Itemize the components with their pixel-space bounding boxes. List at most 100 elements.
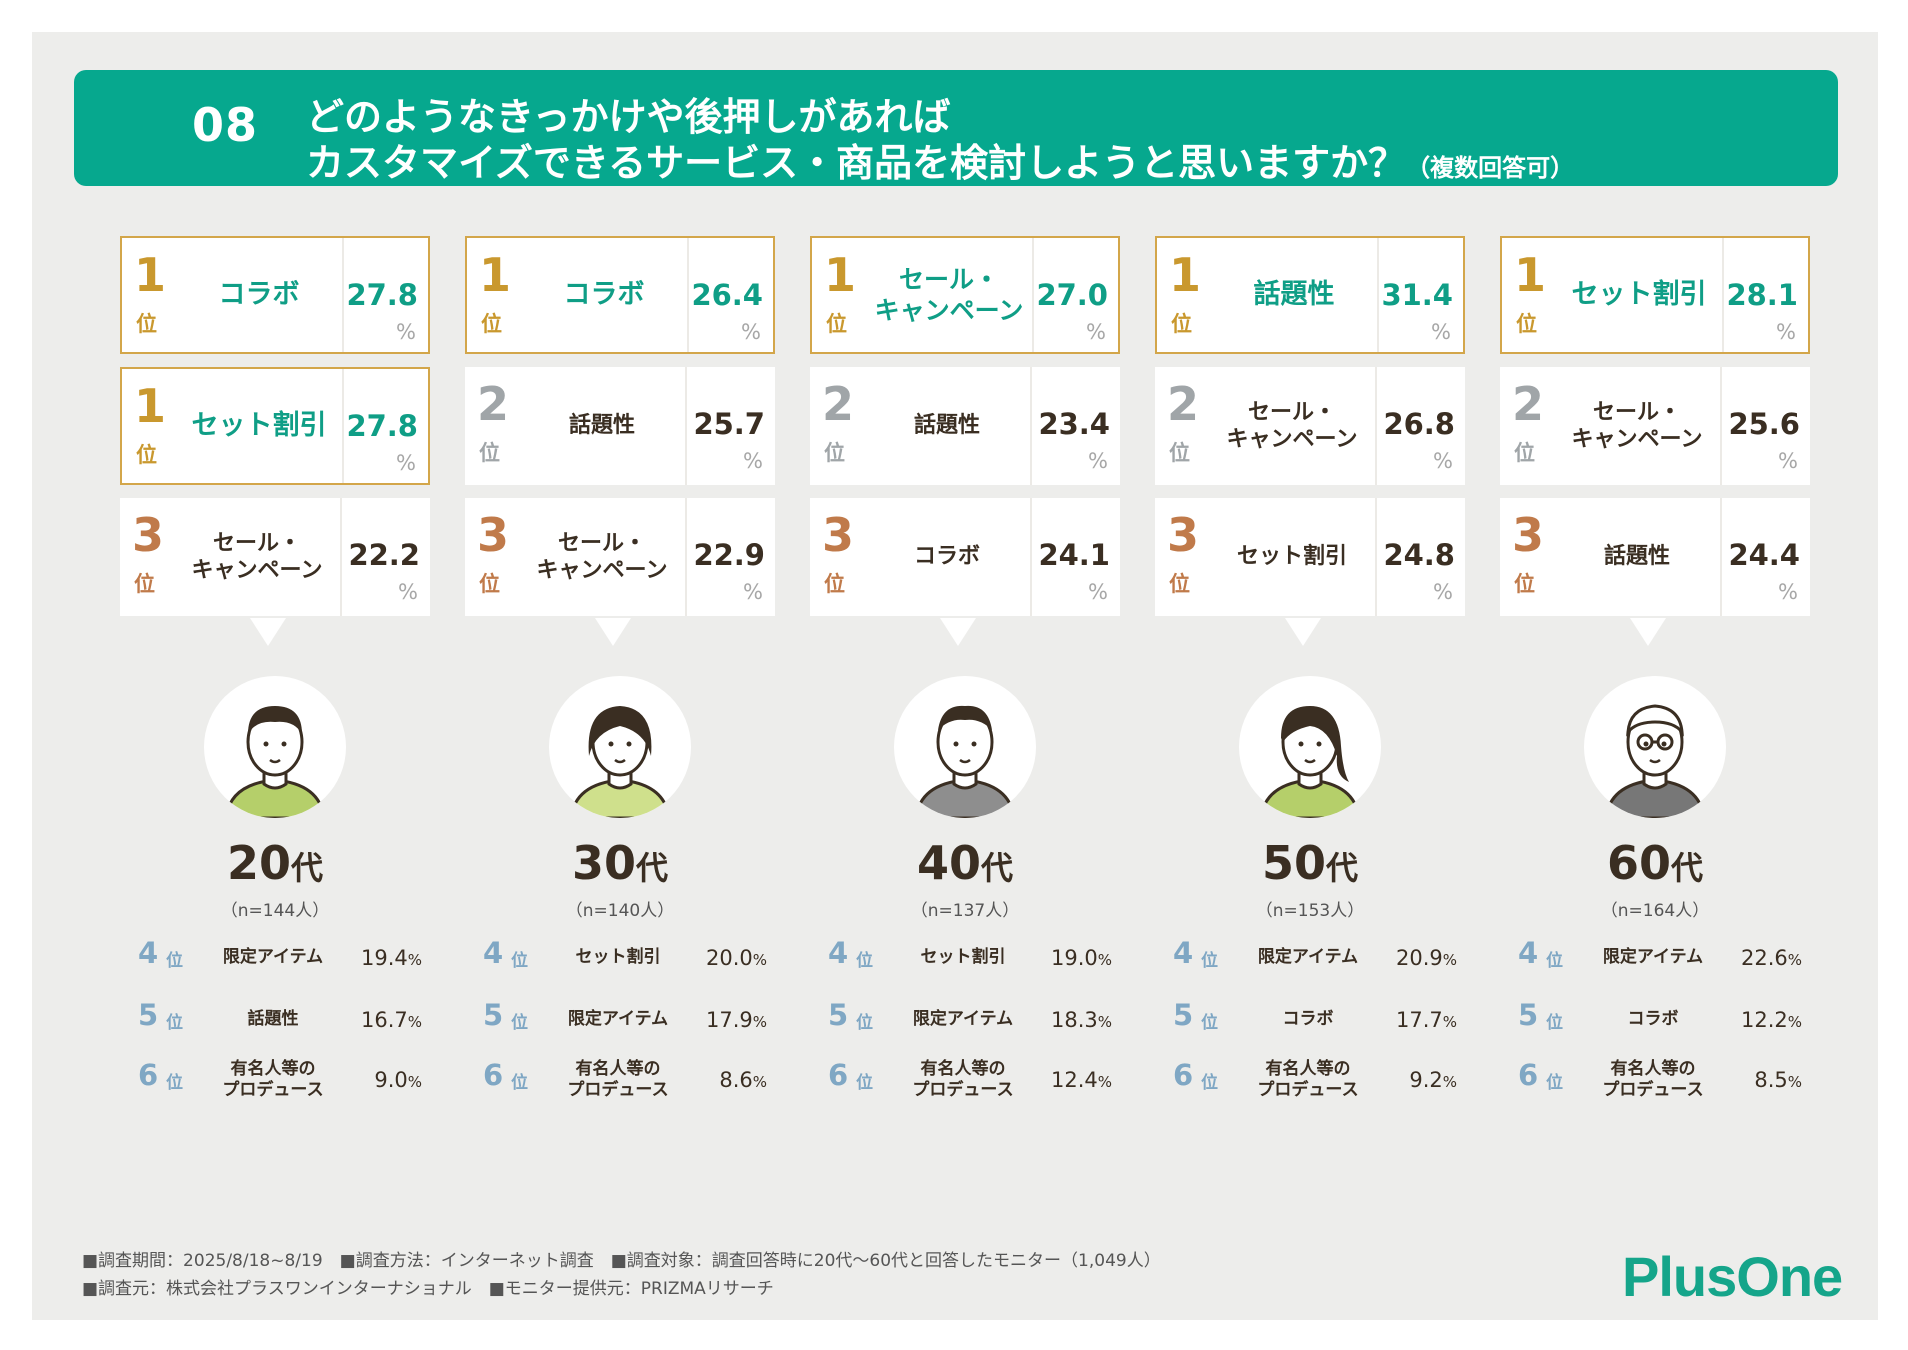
rank-number: 3 xyxy=(1512,508,1545,562)
sample-size: （n=140人） xyxy=(565,901,675,921)
rank-value: 26.8 xyxy=(1383,407,1455,441)
lower-rank-row: 5 位 コラボ 12.2% xyxy=(1512,998,1812,1042)
rank-label: 位 xyxy=(166,951,183,971)
rank-card: 3 位 セール・ キャンペーン 22.2% xyxy=(120,498,430,616)
percent-unit: % xyxy=(1097,1073,1112,1091)
rank-value: 28.1 xyxy=(1726,278,1798,312)
rank-item: セール・ キャンペーン xyxy=(191,530,323,584)
percent-unit: % xyxy=(1442,951,1457,969)
percent-unit: % xyxy=(1776,320,1796,344)
rank-number: 2 xyxy=(1167,377,1200,431)
rank-divider xyxy=(1032,238,1034,352)
rank-divider xyxy=(1720,498,1722,616)
rank-card: 2 位 セール・ キャンペーン 25.6% xyxy=(1500,367,1810,485)
footer-survey-info: ■調査期間：2025/8/18~8/19 ■調査方法：インターネット調査 ■調査… xyxy=(82,1251,1161,1271)
age-suffix: 代 xyxy=(291,849,324,887)
rank-label: 位 xyxy=(1201,1013,1218,1033)
rank-card: 1 位 セール・ キャンペーン 27.0% xyxy=(810,236,1120,354)
rank-divider xyxy=(685,367,687,485)
sample-size: （n=164人） xyxy=(1600,901,1710,921)
rank-item: 話題性 xyxy=(1253,279,1335,311)
lower-rank-row: 5 位 限定アイテム 17.9% xyxy=(477,998,777,1042)
age-suffix: 代 xyxy=(1671,849,1704,887)
rank-item: コラボ xyxy=(563,279,645,311)
rank-item: コラボ xyxy=(1282,1009,1334,1030)
rank-number: 1 xyxy=(479,248,512,302)
rank-item: コラボ xyxy=(913,544,980,570)
rank-value: 17.7% xyxy=(1396,1008,1457,1032)
value-number: 20.9 xyxy=(1395,946,1443,970)
avatar-woman-icon xyxy=(549,676,691,818)
rank-item: 有名人等の プロデュース xyxy=(912,1058,1014,1100)
lower-rank-row: 5 位 コラボ 17.7% xyxy=(1167,998,1467,1042)
percent-unit: % xyxy=(1787,1013,1802,1031)
rank-number: 6 xyxy=(1173,1058,1194,1092)
speech-pointer xyxy=(1285,618,1321,646)
rank-value: 9.0% xyxy=(374,1068,422,1092)
rank-label: 位 xyxy=(856,1013,873,1033)
rank-card: 1 位 セット割引 27.8% xyxy=(120,367,430,485)
lower-rank-row: 4 位 セット割引 20.0% xyxy=(477,936,777,980)
rank-item: 有名人等の プロデュース xyxy=(222,1058,324,1100)
rank-value: 27.8 xyxy=(346,409,418,443)
rank-divider xyxy=(340,498,342,616)
rank-label: 位 xyxy=(1546,1073,1563,1093)
rank-label: 位 xyxy=(856,951,873,971)
rank-value: 8.5% xyxy=(1754,1068,1802,1092)
age-column-30: 1 位コラボ 26.4% 2 位話題性 25.7% 3 位セール・ キャンペーン 22.9% 30… xyxy=(465,236,775,1136)
rank-label: 位 xyxy=(136,312,157,336)
rank-number: 4 xyxy=(138,936,159,970)
lower-rank-row: 6 位 有名人等の プロデュース 9.2% xyxy=(1167,1058,1467,1102)
rank-item: 限定アイテム xyxy=(912,1009,1014,1030)
rank-card: 3 位 話題性 24.4% xyxy=(1500,498,1810,616)
rank-label: 位 xyxy=(1546,1013,1563,1033)
percent-unit: % xyxy=(1088,449,1108,473)
age-column-60: 1 位セット割引 28.1% 2 位セール・ キャンペーン 25.6% 3 位話題性 24.4%… xyxy=(1500,236,1810,1136)
question-header: 08 どのようなきっかけや後押しがあれば カスタマイズできるサービス・商品を検討… xyxy=(74,70,1838,186)
rank-value: 22.2 xyxy=(348,538,420,572)
rank-number: 6 xyxy=(483,1058,504,1092)
rank-item: セット割引 xyxy=(1236,544,1347,570)
age-suffix: 代 xyxy=(981,849,1014,887)
question-line-2: カスタマイズできるサービス・商品を検討しようと思いますか？（複数回答可） xyxy=(306,132,1574,187)
rank-number: 1 xyxy=(134,248,167,302)
value-number: 17.9 xyxy=(705,1008,753,1032)
rank-item: 話題性 xyxy=(568,413,635,439)
rank-item: セール・ キャンペーン xyxy=(1571,399,1703,453)
lower-rank-row: 6 位 有名人等の プロデュース 8.5% xyxy=(1512,1058,1812,1102)
rank-value: 12.2% xyxy=(1741,1008,1802,1032)
lower-rank-row: 6 位 有名人等の プロデュース 9.0% xyxy=(132,1058,432,1102)
footer-survey-source: ■調査元：株式会社プラスワンインターナショナル ■モニター提供元：PRIZMAリ… xyxy=(82,1279,774,1299)
rank-number: 3 xyxy=(132,508,165,562)
rank-number: 2 xyxy=(822,377,855,431)
percent-unit: % xyxy=(1097,951,1112,969)
age-group-label: 40代 xyxy=(810,836,1120,890)
rank-number: 5 xyxy=(1518,998,1539,1032)
rank-label: 位 xyxy=(856,1073,873,1093)
rank-item: 有名人等の プロデュース xyxy=(1602,1058,1704,1100)
rank-value: 24.1 xyxy=(1038,538,1110,572)
rank-label: 位 xyxy=(511,951,528,971)
rank-label: 位 xyxy=(1514,441,1535,465)
rank-number: 5 xyxy=(828,998,849,1032)
percent-unit: % xyxy=(396,451,416,475)
rank-label: 位 xyxy=(826,312,847,336)
value-number: 12.2 xyxy=(1740,1008,1788,1032)
rank-value: 17.9% xyxy=(706,1008,767,1032)
percent-unit: % xyxy=(743,449,763,473)
rank-number: 4 xyxy=(828,936,849,970)
value-number: 20.0 xyxy=(705,946,753,970)
question-text-2: カスタマイズできるサービス・商品を検討しようと思いますか？ xyxy=(306,141,1407,185)
rank-value: 23.4 xyxy=(1038,407,1110,441)
percent-unit: % xyxy=(396,320,416,344)
rank-item: コラボ xyxy=(218,279,300,311)
question-note: （複数回答可） xyxy=(1406,154,1575,182)
age-column-20: 1 位コラボ 27.8% 1 位セット割引 27.8% 3 位セール・ キャンペーン 22.2%… xyxy=(120,236,430,1136)
lower-rank-row: 6 位 有名人等の プロデュース 8.6% xyxy=(477,1058,777,1102)
percent-unit: % xyxy=(1442,1013,1457,1031)
age-column-40: 1 位セール・ キャンペーン 27.0% 2 位話題性 23.4% 3 位コラボ 24.1% 40… xyxy=(810,236,1120,1136)
rank-value: 26.4 xyxy=(691,278,763,312)
rank-item: コラボ xyxy=(1627,1009,1679,1030)
rank-divider xyxy=(1720,367,1722,485)
age-number: 50 xyxy=(1261,836,1326,890)
